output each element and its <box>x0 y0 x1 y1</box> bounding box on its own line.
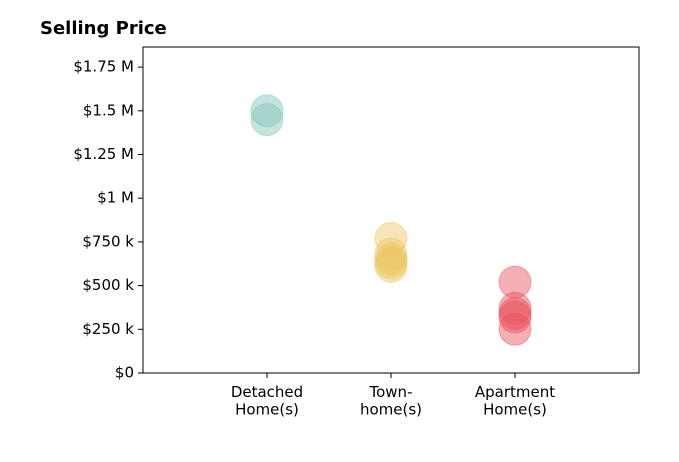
point <box>498 265 532 299</box>
y-tick-label: $250 k <box>82 320 134 338</box>
point <box>498 297 532 331</box>
chart-title: Selling Price <box>40 18 167 39</box>
y-tick-label: $0 <box>115 364 134 382</box>
plot-frame <box>142 46 640 374</box>
point <box>498 300 532 334</box>
point <box>498 291 532 325</box>
point <box>374 237 408 271</box>
x-tick-label: Detached Home(s) <box>231 383 303 418</box>
point <box>498 312 532 346</box>
x-tick-label: Town-home(s) <box>360 383 422 418</box>
y-tick-label: $1.25 M <box>73 145 134 163</box>
y-tick-label: $1 M <box>97 189 134 207</box>
point <box>374 246 408 280</box>
point <box>374 242 408 276</box>
y-tick-label: $1.75 M <box>73 58 134 76</box>
y-tick-label: $1.5 M <box>83 101 134 119</box>
point <box>374 249 408 283</box>
y-tick-label: $500 k <box>82 276 134 294</box>
point <box>374 221 408 255</box>
x-tick-label: Apartment Home(s) <box>475 383 555 418</box>
point <box>250 94 284 128</box>
y-tick-label: $750 k <box>82 232 134 250</box>
point <box>250 103 284 137</box>
